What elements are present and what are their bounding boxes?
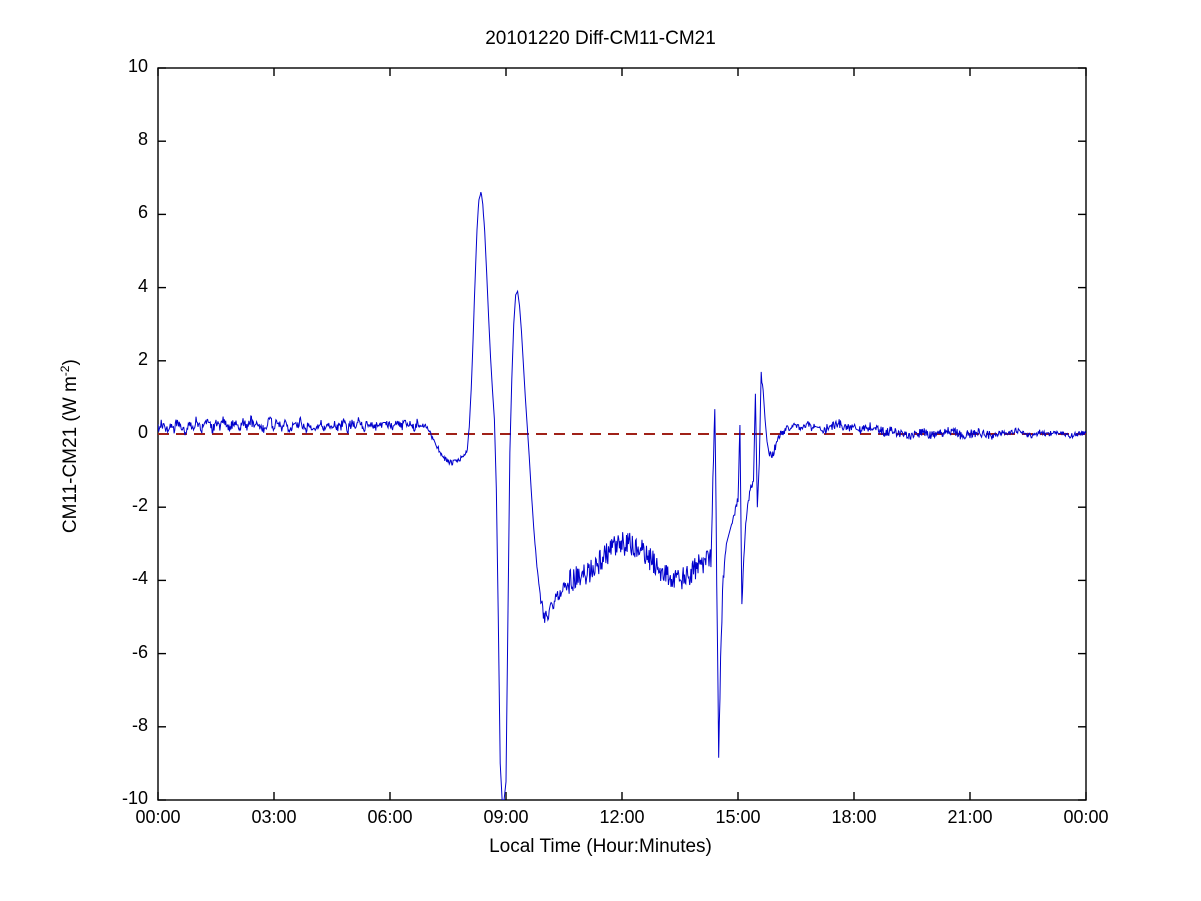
tick-marks	[157, 67, 1087, 801]
y-tick-label: -8	[131, 714, 148, 735]
x-tick-label: 18:00	[831, 807, 877, 827]
x-tick-label: 00:00	[1063, 807, 1109, 827]
y-tick-label: 4	[137, 275, 148, 296]
x-tick-label: 09:00	[483, 807, 529, 827]
y-tick-label: 10	[127, 56, 148, 76]
y-tick-label: 2	[137, 348, 148, 369]
data-series-line	[158, 192, 1086, 800]
y-tick-label: -10	[121, 788, 148, 808]
x-tick-label: 06:00	[367, 807, 413, 827]
axes-frame	[157, 67, 1087, 801]
y-tick-label: 8	[137, 129, 148, 150]
x-tick-label: 00:00	[135, 807, 181, 827]
x-axis-label: Local Time (Hour:Minutes)	[489, 836, 712, 857]
x-tick-label: 15:00	[715, 807, 761, 827]
y-tick-label: -2	[131, 495, 148, 516]
y-tick-label: -4	[131, 568, 148, 589]
x-tick-label: 03:00	[251, 807, 297, 827]
y-tick-label: 0	[137, 422, 148, 442]
chart-title: 20101220 Diff-CM11-CM21	[485, 28, 716, 49]
y-tick-label: 6	[137, 202, 148, 223]
x-tick-label: 21:00	[947, 807, 993, 827]
x-tick-label: 12:00	[599, 807, 645, 827]
y-tick-label: -6	[131, 641, 148, 662]
